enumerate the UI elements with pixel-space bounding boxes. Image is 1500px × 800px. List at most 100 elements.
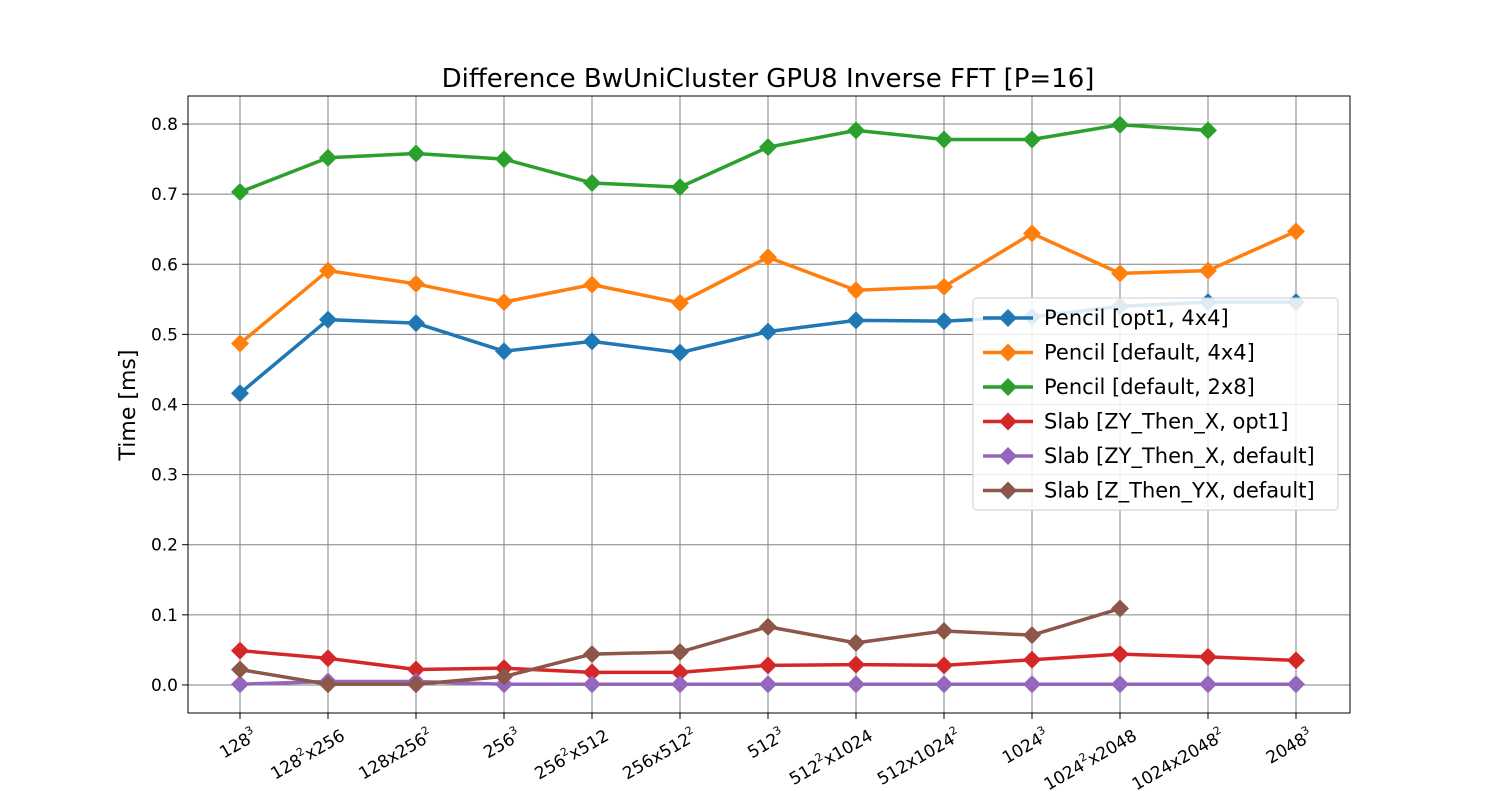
legend-box [972,297,1339,511]
data-point [1111,264,1129,283]
data-point [847,121,865,140]
y-axis-label: Time [ms] [116,350,141,462]
y-tick-label: 0.4 [151,396,178,416]
x-tick-label: 2563 [479,723,525,763]
legend-label: Pencil [default, 2x8] [1044,375,1255,399]
legend-marker [999,343,1017,362]
data-point [319,148,337,167]
x-tick-label: 2562x512 [530,723,612,784]
x-tick-label-base: 128x256 [356,730,431,785]
data-point [671,675,689,694]
data-point [1287,222,1305,241]
chart-title: Difference BwUniCluster GPU8 Inverse FFT… [442,64,1095,94]
data-point [1199,121,1217,140]
x-tick-label-tail: x2048 [1084,726,1140,770]
data-point [935,130,953,149]
data-point [1287,651,1305,670]
series-3 [231,115,1217,202]
data-point [671,293,689,312]
data-point [1199,261,1217,280]
x-tick-label-base: 512x1024 [874,730,958,790]
data-point [935,675,953,694]
legend-label: Pencil [default, 4x4] [1044,341,1255,365]
data-point [759,617,777,636]
data-point [671,663,689,682]
y-tick-label: 0.2 [151,536,178,556]
data-point [759,656,777,675]
data-point [1199,647,1217,666]
x-tick-label: 5122x1024 [785,723,877,789]
data-point [1111,599,1129,618]
data-point [1023,130,1041,149]
y-tick-label: 0.5 [151,325,178,345]
legend-label: Pencil [opt1, 4x4] [1044,306,1229,330]
legend-marker [999,412,1017,431]
data-point [231,641,249,660]
legend-label: Slab [ZY_Then_X, opt1] [1044,410,1289,435]
x-tick-label: 5123 [743,723,789,763]
legend: Pencil [opt1, 4x4] Pencil [default, 4x4] P… [972,297,1339,511]
data-point [847,675,865,694]
legend-marker [999,481,1017,500]
data-point [847,655,865,674]
data-point [759,322,777,341]
x-tick-label-base: 256x512 [620,730,695,785]
data-point [935,656,953,675]
data-point [671,178,689,197]
data-point [1023,626,1041,645]
data-point [935,277,953,296]
data-point [1023,675,1041,694]
data-point [583,332,601,351]
data-point [1111,115,1129,134]
legend-item: Pencil [default, 2x8] [983,375,1255,399]
x-tick-label: 20483 [1261,723,1316,768]
legend-item: Pencil [opt1, 4x4] [983,306,1229,330]
data-point [671,343,689,362]
data-point [847,281,865,300]
legend-marker [999,378,1017,396]
y-tick-label: 0.8 [151,115,178,135]
legend-item: Slab [ZY_Then_X, default] [983,444,1315,469]
data-point [1023,650,1041,669]
x-tick-label: 1024x20482 [1127,723,1228,795]
data-point [1111,675,1129,694]
y-tick-label: 0.3 [151,466,178,486]
data-point [759,675,777,694]
data-point [671,643,689,662]
data-point [935,621,953,640]
x-tick-label: 10242x2048 [1039,723,1140,795]
y-tick-label: 0.1 [151,606,178,626]
data-point [1199,675,1217,694]
data-point [495,293,513,312]
x-tick-label: 10243 [997,723,1052,768]
legend-item: Slab [ZY_Then_X, opt1] [983,410,1289,435]
data-point [407,675,425,694]
data-point [319,310,337,329]
data-point [495,667,513,686]
data-point [583,173,601,192]
data-point [583,663,601,682]
data-point [231,660,249,679]
data-point [319,675,337,694]
data-point [847,633,865,652]
series-6 [231,599,1129,694]
legend-item: Slab [Z_Then_YX, default] [983,479,1315,504]
x-tick-label-base: 1024x2048 [1129,730,1223,796]
x-tick-label: 128x2562 [354,723,436,784]
y-tick-label: 0.0 [151,676,178,696]
data-point [319,649,337,668]
x-tick-label-tail: x1024 [820,726,876,770]
data-point [407,274,425,293]
data-point [1287,675,1305,694]
data-point [231,334,249,353]
x-tick-label: 512x10242 [873,723,965,789]
legend-label: Slab [Z_Then_YX, default] [1044,479,1315,504]
data-point [1111,645,1129,664]
legend-marker [999,447,1017,465]
y-tick-label: 0.6 [151,255,178,275]
data-point [231,183,249,202]
y-axis: 0.0 0.1 0.2 0.3 0.4 0.5 0.6 0.7 0.8 [151,115,188,696]
data-point [231,675,249,694]
